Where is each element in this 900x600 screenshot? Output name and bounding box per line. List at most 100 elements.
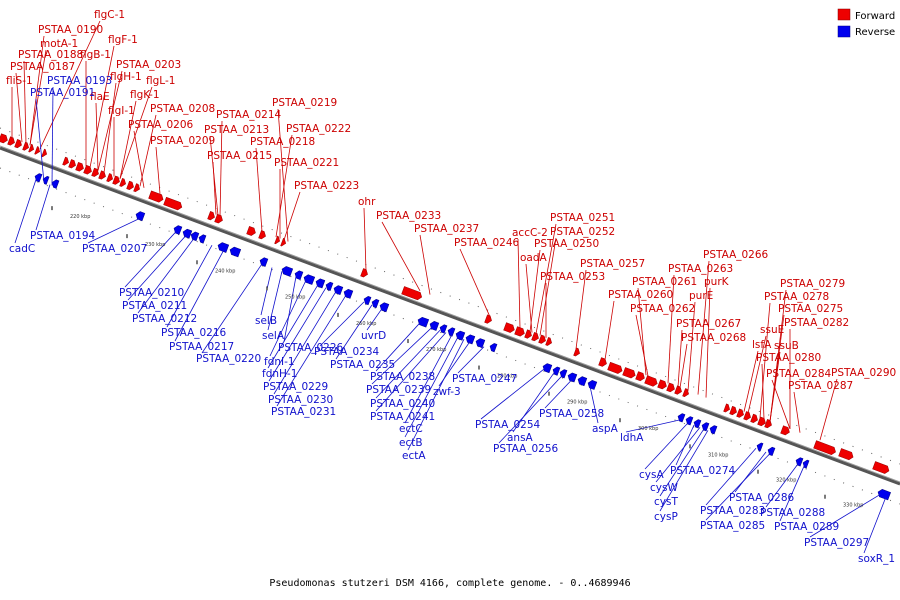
scale-tick-label: 250 kbp [285, 294, 305, 300]
reverse-gene-label: cysP [654, 511, 678, 523]
forward-gene [607, 361, 623, 374]
reverse-gene [281, 266, 294, 277]
reverse-gene [42, 176, 50, 185]
reverse-gene-label: PSTAA_0234 [314, 346, 380, 358]
reverse-gene [363, 296, 372, 306]
genome-caption: Pseudomonas stutzeri DSM 4166, complete … [269, 578, 630, 589]
forward-gene [666, 382, 675, 393]
forward-gene [674, 385, 682, 395]
reverse-gene-label: ectA [402, 450, 426, 462]
reverse-gene [795, 457, 804, 467]
reverse-gene-label: ldhA [620, 432, 644, 444]
forward-gene-label: PSTAA_0246 [454, 237, 520, 249]
reverse-gene [303, 274, 316, 285]
forward-gene [743, 411, 751, 421]
forward-gene-label: flaE [90, 91, 110, 103]
forward-gene [106, 173, 113, 182]
forward-gene-label: motA-1 [40, 38, 78, 50]
reverse-gene [701, 422, 710, 432]
forward-gene [360, 268, 368, 278]
reverse-gene [552, 366, 561, 376]
reverse-gene-label: PSTAA_0211 [122, 300, 187, 312]
forward-gene [729, 405, 737, 416]
reverse-gene [315, 278, 326, 289]
forward-gene [598, 357, 607, 367]
reverse-gene-label: PSTAA_0254 [475, 419, 541, 431]
forward-gene-label: PSTAA_0290 [831, 367, 896, 379]
forward-gene-label: PSTAA_0275 [778, 303, 843, 315]
forward-gene [91, 167, 99, 177]
forward-gene-label: PSTAA_0203 [116, 59, 181, 71]
forward-gene [274, 235, 281, 245]
reverse-gene [259, 257, 269, 267]
forward-gene-label: PSTAA_0190 [38, 24, 103, 36]
forward-gene-label: PSTAA_0214 [216, 109, 282, 121]
reverse-gene [190, 231, 200, 242]
reverse-gene [709, 425, 718, 435]
forward-gene-label: PSTAA_0262 [630, 303, 695, 315]
forward-gene [635, 371, 645, 382]
reverse-gene-label: PSTAA_0241 [370, 411, 435, 423]
forward-gene [163, 196, 183, 211]
reverse-gene-label: PSTAA_0274 [670, 465, 736, 477]
forward-gene [7, 136, 15, 146]
legend-reverse-label: Reverse [855, 27, 895, 38]
forward-gene-label: PSTAA_0208 [150, 103, 215, 115]
forward-gene-label: PSTAA_0282 [784, 317, 849, 329]
reverse-gene-label: zwf-3 [433, 386, 461, 398]
reverse-gene [567, 372, 578, 383]
forward-gene-label: PSTAA_0219 [272, 97, 337, 109]
forward-gene [0, 133, 8, 144]
reverse-gene-label: PSTAA_0226 [278, 342, 344, 354]
reverse-gene-label: PSTAA_0212 [132, 313, 197, 325]
forward-gene [41, 148, 48, 158]
reverse-gene-label: cadC [9, 243, 35, 255]
reverse-gene [135, 211, 146, 222]
scale-tick-label: 330 kbp [843, 503, 863, 509]
reverse-gene [173, 225, 183, 235]
reverse-rail [0, 167, 900, 505]
forward-gene-label: purE [689, 290, 713, 302]
forward-gene [524, 329, 532, 339]
forward-gene-label: PSTAA_0263 [668, 263, 733, 275]
reverse-gene [439, 324, 448, 334]
forward-gene [484, 314, 492, 324]
forward-gene-label: flgK-1 [130, 89, 160, 101]
forward-gene [872, 461, 890, 474]
reverse-gene [198, 234, 207, 244]
reverse-gene [51, 179, 60, 189]
reverse-gene-label: ansA [507, 432, 534, 444]
forward-gene-label: PSTAA_0253 [540, 271, 605, 283]
reverse-gene-label: PSTAA_0256 [493, 443, 559, 455]
legend: Forward Reverse [837, 8, 895, 38]
reverse-gene-label: PSTAA_0210 [119, 287, 184, 299]
forward-gene [538, 334, 546, 344]
reverse-gene [685, 416, 694, 426]
forward-gene [514, 326, 525, 337]
forward-gene-label: PSTAA_0257 [580, 258, 645, 270]
forward-gene-label: PSTAA_0284 [766, 368, 832, 380]
forward-gene [148, 190, 164, 203]
scale-tick-label: 290 kbp [567, 400, 587, 406]
forward-gene-label: PSTAA_0267 [676, 318, 741, 330]
forward-gene-label: ohr [358, 196, 376, 208]
forward-gene-label: fliS-1 [6, 75, 33, 87]
forward-gene [813, 440, 836, 456]
reverse-gene [429, 321, 440, 331]
scale-tick-label: 280 kbp [497, 374, 517, 380]
forward-gene [28, 143, 35, 153]
reverse-gene-label: PSTAA_0238 [370, 371, 435, 383]
forward-gene [682, 388, 689, 398]
forward-gene-label: PSTAA_0251 [550, 212, 615, 224]
reverse-gene [343, 288, 354, 299]
scale-tick-label: 310 kbp [708, 452, 728, 458]
reverse-gene [587, 380, 598, 390]
reverse-gene [877, 489, 891, 501]
scale-tick-label: 260 kbp [356, 321, 376, 327]
reverse-gene [182, 228, 193, 239]
scale-tick-label: 220 kbp [70, 214, 90, 220]
forward-gene [622, 367, 636, 379]
forward-gene [126, 180, 134, 190]
legend-forward-swatch [837, 8, 851, 21]
reverse-gene [577, 376, 588, 387]
